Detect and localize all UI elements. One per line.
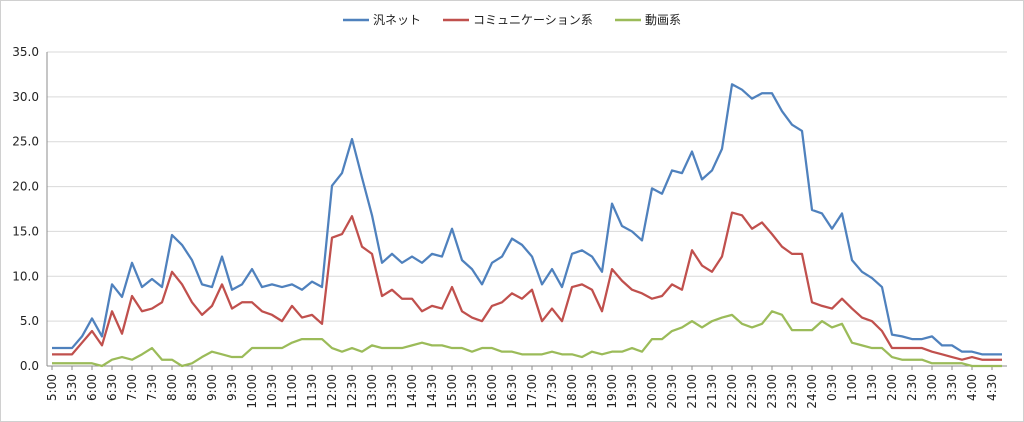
x-tick-label: 7:00 <box>125 374 139 401</box>
x-tick-label: 23:00 <box>765 374 779 409</box>
x-tick-label: 10:30 <box>265 374 279 409</box>
x-tick-label: 15:30 <box>465 374 479 409</box>
series-line <box>52 310 1002 368</box>
y-tick-label: 30.0 <box>12 90 39 104</box>
x-tick-label: 9:00 <box>205 374 219 401</box>
x-tick-label: 16:00 <box>485 374 499 409</box>
x-tick-label: 5:30 <box>65 374 79 401</box>
x-tick-label: 19:00 <box>605 374 619 409</box>
legend-label: 動画系 <box>645 13 681 27</box>
x-tick-label: 17:00 <box>525 374 539 409</box>
x-tick-label: 23:30 <box>785 374 799 409</box>
x-tick-label: 22:30 <box>745 374 759 409</box>
x-tick-label: 10:00 <box>245 374 259 409</box>
x-tick-label: 15:00 <box>445 374 459 409</box>
x-tick-label: 3:00 <box>925 374 939 401</box>
x-tick-label: 11:30 <box>305 374 319 409</box>
x-tick-label: 12:30 <box>345 374 359 409</box>
axes <box>46 52 1007 367</box>
x-tick-label: 14:00 <box>405 374 419 409</box>
y-tick-label: 0.0 <box>20 359 39 373</box>
x-tick-label: 2:30 <box>905 374 919 401</box>
y-tick-label: 25.0 <box>12 135 39 149</box>
x-tick-label: 21:30 <box>705 374 719 409</box>
series-lines <box>52 83 1002 368</box>
x-tick-label: 19:30 <box>625 374 639 409</box>
x-tick-label: 3:30 <box>945 374 959 401</box>
y-axis-ticks: 0.0 5.0 10.0 15.0 20.0 25.0 30.0 35.0 <box>12 45 39 373</box>
x-tick-label: 9:30 <box>225 374 239 401</box>
x-tick-label: 1:30 <box>865 374 879 401</box>
y-tick-label: 20.0 <box>12 180 39 194</box>
x-tick-label: 13:00 <box>365 374 379 409</box>
legend-label: コミュニケーション系 <box>473 13 593 27</box>
x-tick-label: 8:00 <box>165 374 179 401</box>
x-tick-label: 12:00 <box>325 374 339 409</box>
x-tick-label: 21:00 <box>685 374 699 409</box>
x-tick-label: 11:00 <box>285 374 299 409</box>
x-tick-label: 14:30 <box>425 374 439 409</box>
series-line <box>52 83 1002 356</box>
x-tick-label: 8:30 <box>185 374 199 401</box>
y-tick-label: 10.0 <box>12 269 39 283</box>
x-tick-label: 6:00 <box>85 374 99 401</box>
x-tick-label: 0:30 <box>825 374 839 401</box>
x-tick-label: 4:30 <box>985 374 999 401</box>
x-tick-label: 4:00 <box>965 374 979 401</box>
x-tick-label: 2:00 <box>885 374 899 401</box>
y-tick-label: 15.0 <box>12 224 39 238</box>
x-tick-label: 20:00 <box>645 374 659 409</box>
x-axis-ticks: 5:00 5:30 6:00 6:30 7:00 7:30 8:00 8:30 9:00 9:30… <box>45 366 999 409</box>
x-tick-label: 6:30 <box>105 374 119 401</box>
gridlines <box>47 51 1007 322</box>
legend: 汎ネット コミュニケーション系 動画系 <box>342 13 681 27</box>
series-line <box>52 211 1002 361</box>
x-tick-label: 16:30 <box>505 374 519 409</box>
x-tick-label: 17:30 <box>545 374 559 409</box>
y-tick-label: 35.0 <box>12 45 39 59</box>
x-tick-label: 20:30 <box>665 374 679 409</box>
x-tick-label: 7:30 <box>145 374 159 401</box>
x-tick-label: 18:30 <box>585 374 599 409</box>
x-tick-label: 22:00 <box>725 374 739 409</box>
x-tick-label: 13:30 <box>385 374 399 409</box>
x-tick-label: 24:00 <box>805 374 819 409</box>
y-tick-label: 5.0 <box>20 314 39 328</box>
legend-label: 汎ネット <box>373 13 421 27</box>
x-tick-label: 1:00 <box>845 374 859 401</box>
x-tick-label: 5:00 <box>45 374 59 401</box>
x-tick-label: 18:00 <box>565 374 579 409</box>
